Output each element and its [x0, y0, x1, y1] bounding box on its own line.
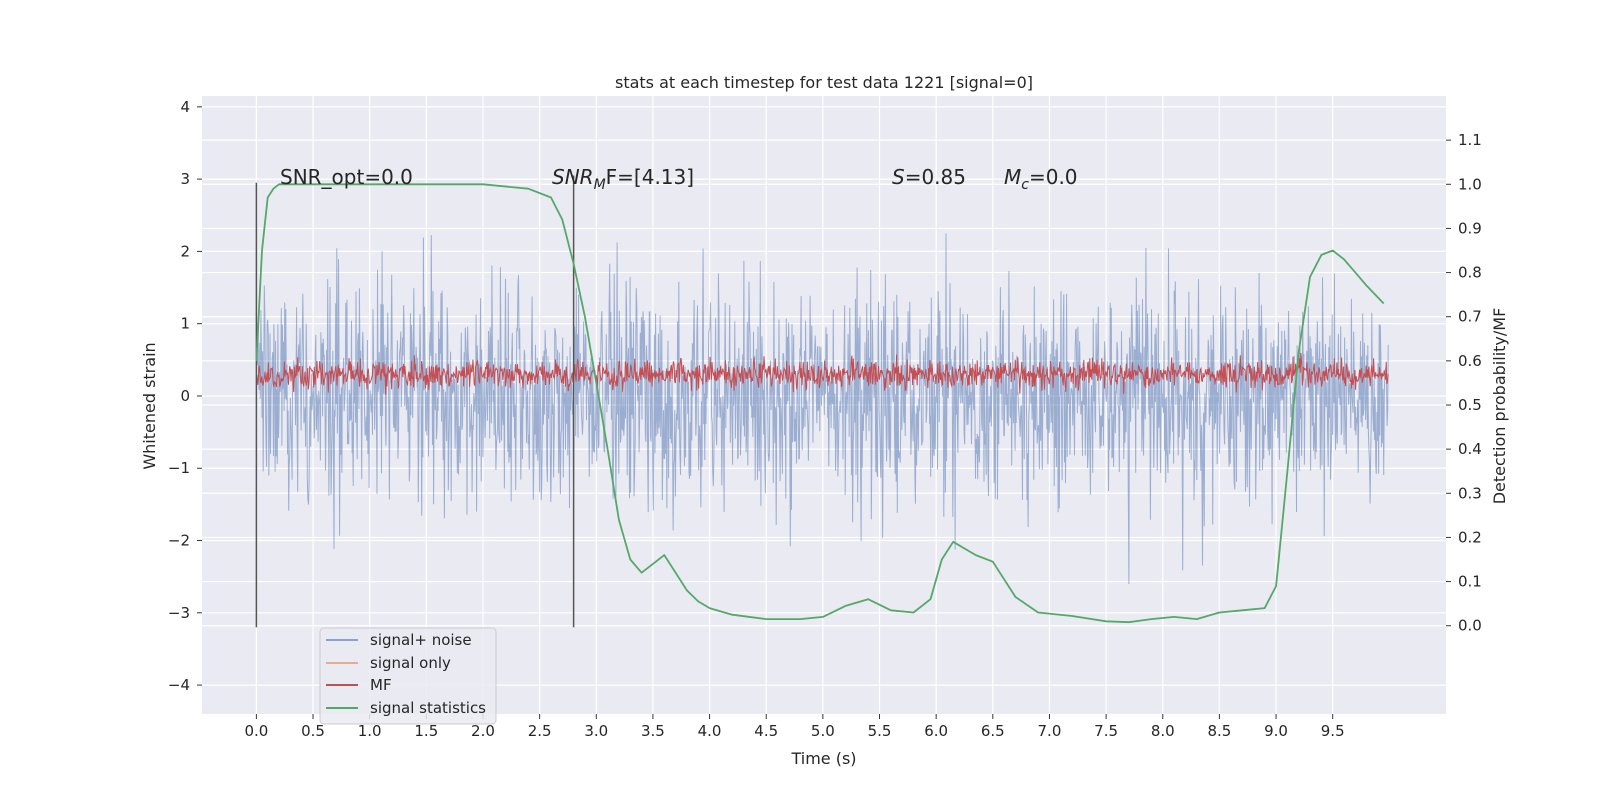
- annotation-mc-base: M: [1004, 165, 1021, 189]
- legend-item-signal-statistics: signal statistics: [326, 699, 486, 717]
- chart-title: stats at each timestep for test data 122…: [615, 73, 1033, 92]
- x-tick-label: 7.0: [1038, 722, 1062, 740]
- vertical-marker-lines: [255, 175, 575, 628]
- y-right-tick-label: 0.0: [1458, 617, 1482, 635]
- annotation-snr-opt: SNR_opt=0.0: [280, 165, 413, 189]
- legend-label-signal-statistics: signal statistics: [370, 699, 486, 717]
- y-tick-label: 4: [180, 98, 190, 116]
- y-right-axis-label: Detection probability/MF: [1490, 308, 1509, 505]
- x-tick-label: 9.0: [1264, 722, 1288, 740]
- x-tick-label: 5.5: [868, 722, 892, 740]
- x-tick-label: 7.5: [1094, 722, 1118, 740]
- y-tick-label: −1: [168, 459, 190, 477]
- legend-label-mf: MF: [370, 676, 392, 694]
- x-tick-label: 6.5: [981, 722, 1005, 740]
- x-tick-label: 1.0: [358, 722, 382, 740]
- annotation-s-rest: =0.85: [905, 165, 966, 189]
- annotation-mc: Mc=0.0: [1004, 165, 1078, 193]
- y-right-tick-label: 0.3: [1458, 484, 1482, 502]
- y-axis-label: Whitened strain: [140, 342, 159, 469]
- x-tick-label: 2.0: [471, 722, 495, 740]
- legend-item-signal-only: signal only: [326, 654, 451, 672]
- x-axis-label: Time (s): [790, 749, 856, 768]
- x-tick-label: 9.5: [1321, 722, 1345, 740]
- x-tick-label: 8.5: [1207, 722, 1231, 740]
- y-tick-label: −4: [168, 676, 190, 694]
- x-axis-ticks: 0.0 0.5 1.0 1.5 2.0 2.5 3.0 3.5 4.0 4.5 5.0 5.5 6.0 6…: [244, 714, 1345, 740]
- y-right-tick-label: 0.2: [1458, 528, 1482, 546]
- legend-label-signal-noise: signal+ noise: [370, 631, 472, 649]
- signal-statistics-series: [255, 183, 1385, 624]
- annotation-s-base: S: [892, 165, 905, 189]
- x-tick-label: 2.5: [528, 722, 552, 740]
- legend-item-mf: MF: [326, 676, 392, 694]
- y-axis-ticks: 4 3 2 1 0 −1 −2 −3 −4: [168, 98, 202, 694]
- x-tick-label: 4.0: [698, 722, 722, 740]
- y-tick-label: −2: [168, 532, 190, 550]
- y-right-tick-label: 0.8: [1458, 264, 1482, 282]
- x-tick-label: 5.0: [811, 722, 835, 740]
- x-tick-label: 0.0: [244, 722, 268, 740]
- y-tick-label: 1: [180, 315, 190, 333]
- x-tick-label: 1.5: [414, 722, 438, 740]
- annotation-snr-mf-base: SNR: [552, 165, 594, 189]
- y-tick-label: 2: [180, 242, 190, 260]
- x-tick-label: 6.0: [924, 722, 948, 740]
- y-right-tick-label: 0.4: [1458, 440, 1482, 458]
- y-right-tick-label: 1.1: [1458, 131, 1482, 149]
- y-tick-label: −3: [168, 604, 190, 622]
- x-tick-label: 0.5: [301, 722, 325, 740]
- annotation-s: S=0.85: [892, 165, 966, 189]
- signal-statistics-line: [255, 183, 1385, 624]
- legend-item-signal-noise: signal+ noise: [326, 631, 472, 649]
- legend-label-signal-only: signal only: [370, 654, 451, 672]
- legend-box: [319, 627, 497, 725]
- y-right-tick-label: 0.7: [1458, 308, 1482, 326]
- mf-series: [255, 352, 1389, 395]
- mf-line: [255, 352, 1389, 395]
- annotation-snr-mf-sub: M: [594, 177, 606, 193]
- annotation-mc-sub: c: [1021, 177, 1029, 193]
- y-right-tick-label: 1.0: [1458, 175, 1482, 193]
- y-tick-label: 0: [180, 387, 190, 405]
- y-right-tick-label: 0.1: [1458, 573, 1482, 591]
- annotations: SNR_opt=0.0 SNRMF=[4.13] S=0.85 Mc=0.0: [280, 165, 1078, 193]
- annotation-mc-rest: =0.0: [1029, 165, 1078, 189]
- y-right-axis-ticks: 0.0 0.1 0.2 0.3 0.4 0.5 0.6 0.7 0.8 0.9 1.0 1.1: [1446, 131, 1482, 635]
- legend: signal+ noise signal only MF signal stat…: [319, 627, 497, 725]
- y-tick-label: 3: [180, 170, 190, 188]
- y-right-tick-label: 0.9: [1458, 219, 1482, 237]
- x-tick-label: 4.5: [754, 722, 778, 740]
- y-right-tick-label: 0.6: [1458, 352, 1482, 370]
- x-tick-label: 3.0: [584, 722, 608, 740]
- y-right-tick-label: 0.5: [1458, 396, 1482, 414]
- x-tick-label: 8.0: [1151, 722, 1175, 740]
- annotation-snr-mf-rest: F=[4.13]: [606, 165, 694, 189]
- x-tick-label: 3.5: [641, 722, 665, 740]
- annotation-snr-mf: SNRMF=[4.13]: [552, 165, 694, 193]
